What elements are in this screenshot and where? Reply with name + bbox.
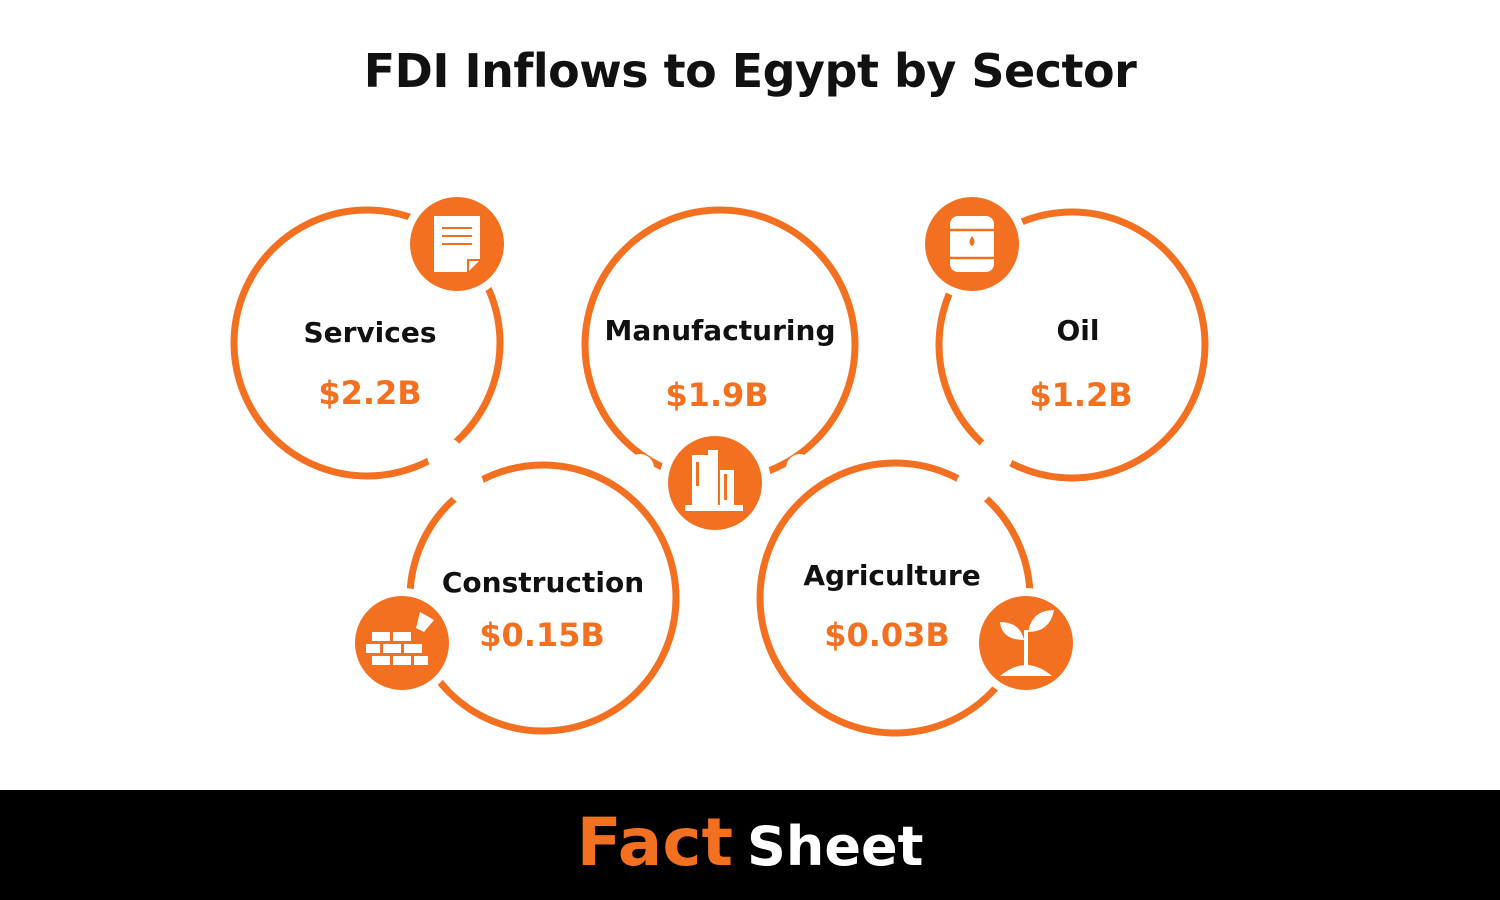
plant-sprout-icon — [971, 588, 1081, 698]
page-title: FDI Inflows to Egypt by Sector — [363, 44, 1137, 98]
brick-wall-icon — [347, 588, 457, 698]
construction-label: Construction — [441, 566, 645, 599]
construction-value: $0.15B — [479, 616, 605, 654]
sector-diagram — [230, 189, 1209, 737]
manufacturing-value: $1.9B — [665, 376, 769, 414]
oil-label: Oil — [1056, 314, 1100, 347]
agriculture-value: $0.03B — [824, 616, 950, 654]
services-label: Services — [303, 316, 437, 349]
oil-value: $1.2B — [1029, 376, 1133, 414]
agriculture-ring — [756, 459, 1034, 737]
footer-banner: Fact Sheet — [0, 790, 1500, 900]
services-value: $2.2B — [318, 374, 422, 412]
oil-ring — [935, 208, 1209, 482]
factory-icon — [659, 427, 771, 539]
services-document-icon — [402, 189, 512, 299]
agriculture-label: Agriculture — [803, 559, 981, 592]
manufacturing-label: Manufacturing — [604, 314, 836, 347]
footer-fact: Fact — [576, 804, 734, 881]
oil-barrel-icon — [917, 189, 1027, 299]
services-ring — [230, 206, 504, 480]
footer-sheet: Sheet — [747, 815, 924, 878]
